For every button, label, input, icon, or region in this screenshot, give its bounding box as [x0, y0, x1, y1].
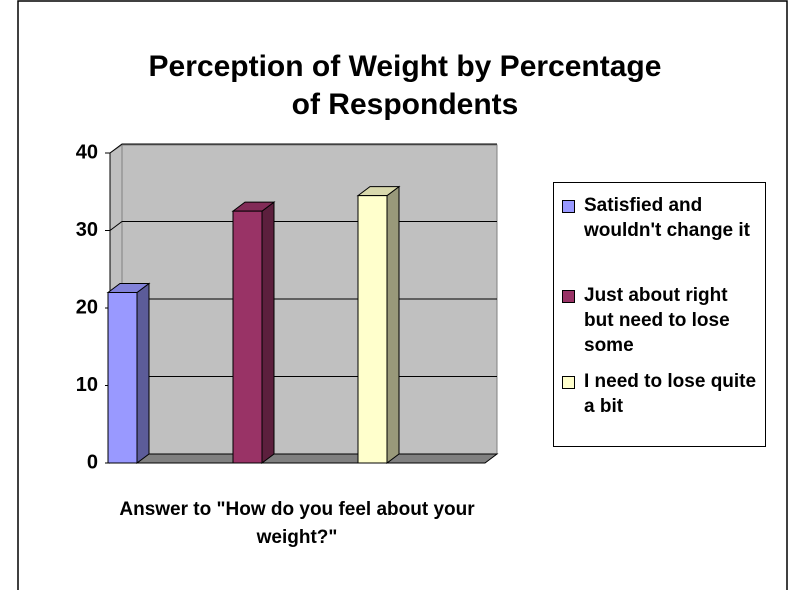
- y-tick-label: 20: [76, 296, 98, 318]
- legend-swatch: [562, 376, 575, 389]
- y-tick-label: 40: [76, 141, 98, 163]
- legend-label: Just about right but need to lose some: [584, 285, 730, 356]
- legend-item: Just about right but need to lose some: [562, 283, 762, 358]
- legend-label: Satisfied and wouldn't change it: [584, 195, 751, 241]
- bar: [232, 210, 263, 464]
- floor: [108, 453, 499, 464]
- bar: [107, 292, 138, 464]
- legend-item: Satisfied and wouldn't change it: [562, 193, 762, 243]
- x-axis-label: Answer to "How do you feel about your we…: [119, 499, 475, 548]
- grid-line: [109, 143, 497, 154]
- legend-label: I need to lose quite a bit: [584, 371, 757, 417]
- bar: [357, 195, 388, 464]
- legend-item: I need to lose quite a bit: [562, 369, 762, 419]
- y-tick-label: 10: [76, 374, 98, 396]
- legend-swatch: [562, 290, 575, 303]
- chart-title: Perception of Weight by Percentage of Re…: [148, 50, 662, 121]
- legend-swatch: [562, 200, 575, 213]
- y-tick-label: 30: [76, 219, 98, 241]
- frame: [17, 0, 788, 590]
- y-tick-label: 0: [87, 451, 98, 473]
- bar-side: [136, 282, 150, 464]
- bar-side: [386, 185, 400, 464]
- legend: Satisfied and wouldn't change it Just abo…: [553, 182, 766, 447]
- bar-side: [261, 201, 275, 464]
